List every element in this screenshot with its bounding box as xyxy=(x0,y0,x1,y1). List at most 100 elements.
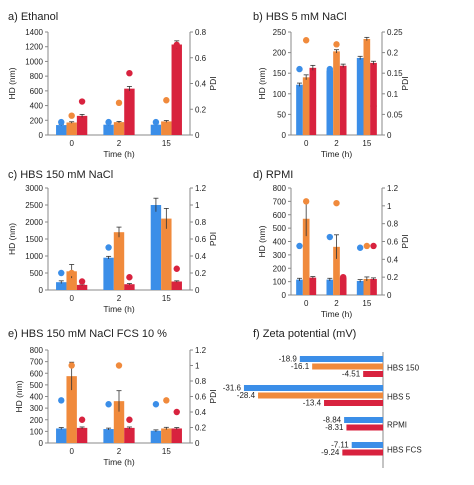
panel-a: a) Ethanol 0 200 400 600 800 1000 1200 1400 0 0.2 0… xyxy=(7,11,218,159)
zeta-category-label: RPMI xyxy=(387,421,407,430)
y-tick-label: 300 xyxy=(273,251,287,260)
y2-tick-label: 0 xyxy=(387,291,392,300)
panel-title: b) HBS 5 mM NaCl xyxy=(253,11,347,23)
y2-tick-label: 0 xyxy=(195,286,200,295)
panel-title: f) Zeta potential (mV) xyxy=(253,328,356,340)
bar-blue xyxy=(296,84,303,135)
pdi-point-blue xyxy=(356,244,364,251)
y-tick-label: 0 xyxy=(39,131,44,140)
pdi-point-orange xyxy=(363,242,371,250)
y2-tick-label: 1.2 xyxy=(195,184,207,193)
y2-tick-label: 0.2 xyxy=(195,424,207,433)
pdi-point-blue xyxy=(296,242,303,250)
zeta-value-label: -4.51 xyxy=(342,370,361,379)
panel-c: c) HBS 150 mM NaCl0500100015002000250030… xyxy=(7,169,218,314)
y2-tick-label: 0.4 xyxy=(387,255,399,264)
y2-tick-label: 0.15 xyxy=(387,69,403,78)
bar-orange xyxy=(113,122,125,135)
bar-blue xyxy=(56,282,67,290)
x-tick-label: 0 xyxy=(69,447,74,456)
y-tick-label: 1200 xyxy=(25,43,43,52)
y-axis-label: HD (nm) xyxy=(7,223,17,255)
y2-tick-label: 0.8 xyxy=(195,377,207,386)
pdi-point-orange xyxy=(68,269,75,277)
y-axis-label: HD (nm) xyxy=(257,67,267,99)
zeta-category-label: HBS 5 xyxy=(387,392,411,401)
bar-blue xyxy=(56,125,67,135)
bar-blue xyxy=(103,124,114,135)
zeta-value-label: -31.6 xyxy=(223,384,242,393)
x-tick-label: 2 xyxy=(334,139,339,148)
pdi-point-red xyxy=(339,107,347,114)
y2-tick-label: 0.8 xyxy=(195,218,207,227)
zeta-value-label: -18.9 xyxy=(279,355,298,364)
pdi-point-blue xyxy=(326,65,334,73)
panel-f: f) Zeta potential (mV) -18.9-16.1 -4.51 HBS… xyxy=(223,328,422,468)
bar-red xyxy=(76,284,88,290)
y-tick-label: 500 xyxy=(30,381,44,390)
y2-tick-label: 0.2 xyxy=(387,273,399,282)
x-tick-label: 15 xyxy=(362,139,371,148)
y-tick-label: 800 xyxy=(30,346,44,355)
pdi-point-blue xyxy=(105,401,112,408)
bar-blue xyxy=(150,124,162,135)
x-axis-label: Time (h) xyxy=(321,309,352,319)
bar-blue xyxy=(356,280,364,295)
pdi-point-blue xyxy=(356,61,364,69)
bar-blue xyxy=(326,70,334,135)
y2-axis-label: PDI xyxy=(208,76,218,90)
pdi-point-red xyxy=(126,416,133,423)
bar-orange xyxy=(161,218,172,290)
pdi-point-orange xyxy=(163,97,170,104)
pdi-point-orange xyxy=(363,41,371,48)
bar-orange xyxy=(363,278,371,295)
pdi-point-blue xyxy=(326,233,334,241)
y2-axis-label: PDI xyxy=(400,76,410,90)
y2-tick-label: 0.6 xyxy=(195,393,207,402)
y-tick-label: 500 xyxy=(273,224,287,233)
panel-e: e) HBS 150 mM NaCl FCS 10 %0100200300400… xyxy=(8,328,218,467)
zeta-bar-blue xyxy=(299,356,383,362)
panel-title: d) RPMI xyxy=(253,169,293,181)
bar-red xyxy=(370,278,377,295)
bar-blue xyxy=(296,279,303,295)
x-tick-label: 2 xyxy=(117,139,122,148)
panel-d: d) RPMI 0 100 200 300 400 500 600 700 800 0 0.2 0.4 0… xyxy=(253,169,410,319)
pdi-point-red xyxy=(370,242,377,250)
panel-title: e) HBS 150 mM NaCl FCS 10 % xyxy=(8,328,167,340)
zeta-bar-orange xyxy=(312,363,383,370)
y-tick-label: 100 xyxy=(273,90,287,99)
bar-orange xyxy=(302,218,310,295)
zeta-value-label: -8.84 xyxy=(323,416,342,425)
y-tick-label: 2000 xyxy=(25,218,43,227)
y2-tick-label: 0.6 xyxy=(195,235,207,244)
bar-blue xyxy=(150,205,162,290)
y2-tick-label: 0 xyxy=(195,439,200,448)
y2-tick-label: 0 xyxy=(195,131,200,140)
x-tick-label: 2 xyxy=(334,299,339,308)
bar-red xyxy=(309,277,317,295)
pdi-point-red xyxy=(78,416,86,423)
pdi-point-blue xyxy=(152,218,160,226)
y2-tick-label: 0.8 xyxy=(195,28,207,37)
y-tick-label: 50 xyxy=(277,110,286,119)
x-tick-label: 15 xyxy=(162,447,171,456)
y-tick-label: 1400 xyxy=(25,28,43,37)
x-axis-label: Time (h) xyxy=(103,457,134,467)
zeta-bar-blue xyxy=(344,417,383,423)
y2-tick-label: 0.4 xyxy=(195,252,207,261)
y2-tick-label: 1 xyxy=(195,201,200,210)
bar-red xyxy=(124,88,135,135)
pdi-point-blue xyxy=(152,401,160,408)
x-tick-label: 15 xyxy=(162,139,171,148)
y-tick-label: 0 xyxy=(282,291,287,300)
bar-red xyxy=(339,277,347,295)
bar-blue xyxy=(103,429,114,443)
pdi-point-red xyxy=(78,278,86,285)
bar-blue xyxy=(150,430,162,443)
pdi-point-orange xyxy=(163,231,170,238)
pdi-point-red xyxy=(126,274,133,281)
y-tick-label: 150 xyxy=(273,69,287,78)
bar-blue xyxy=(103,257,114,290)
